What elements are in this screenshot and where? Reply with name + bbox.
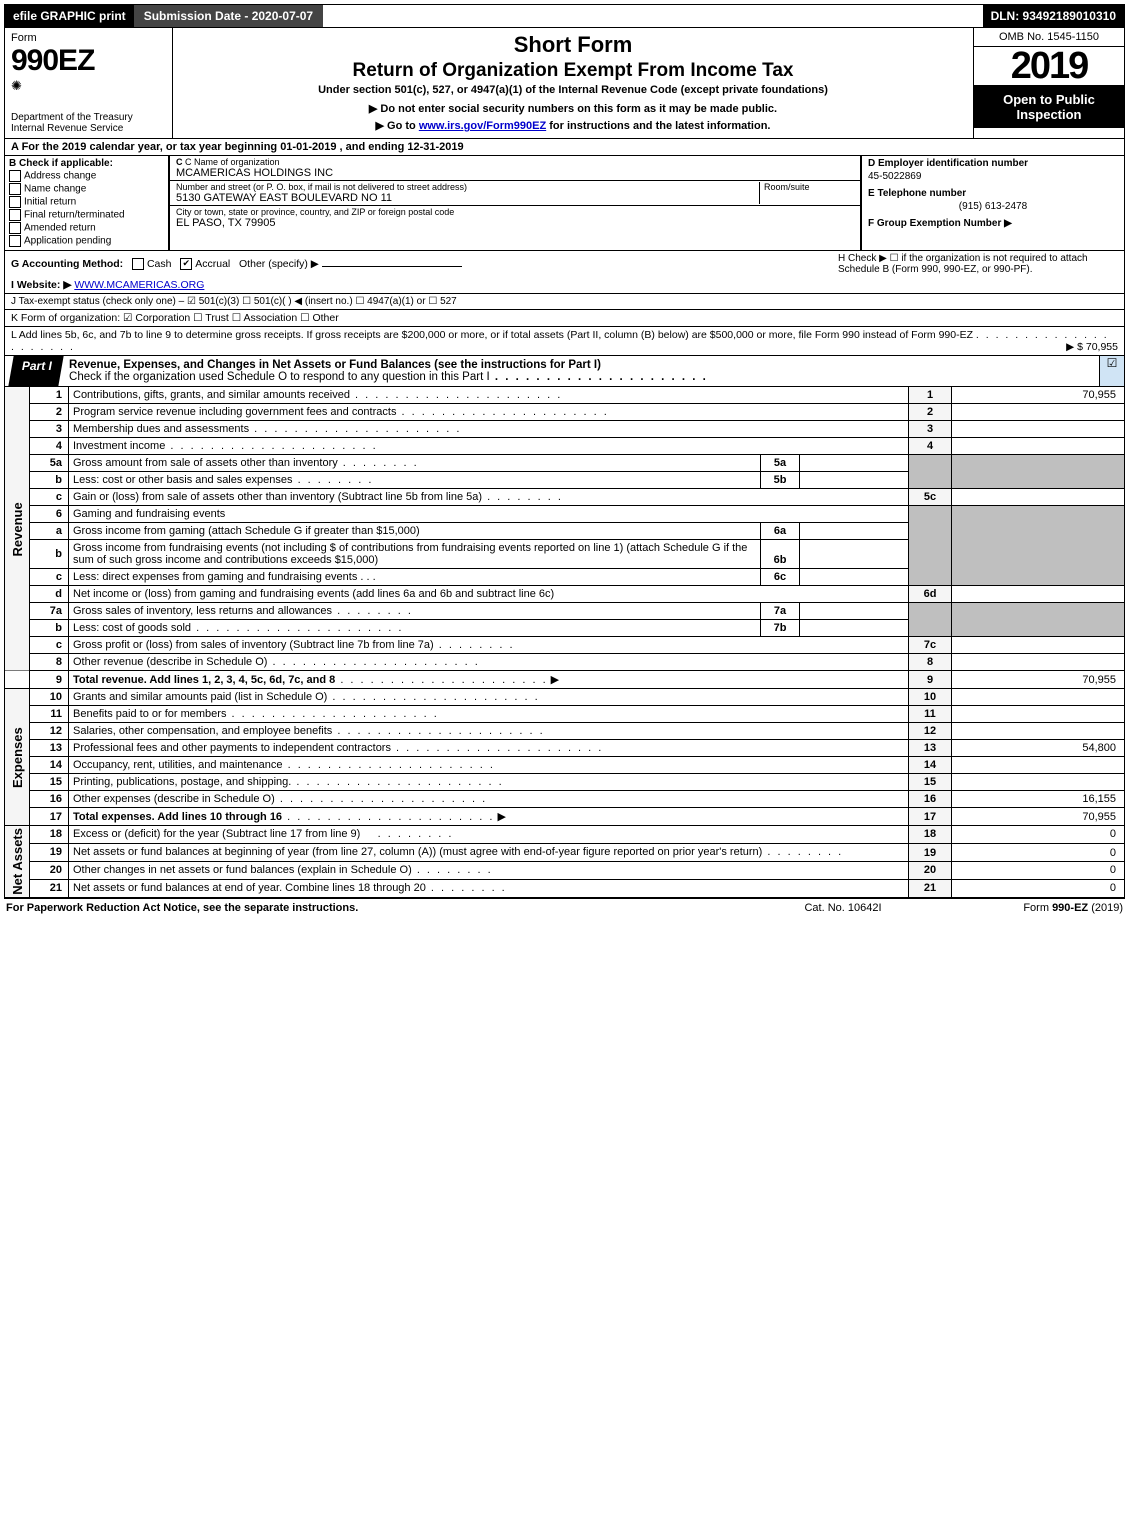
part-1-table: Revenue 1 Contributions, gifts, grants, …	[4, 387, 1125, 898]
group-exemption: F Group Exemption Number ▶	[868, 218, 1118, 229]
line-1-val: 70,955	[952, 387, 1125, 404]
dept-treasury: Department of the Treasury	[11, 112, 166, 123]
short-form-title: Short Form	[179, 32, 967, 58]
line-l-gross-receipts: L Add lines 5b, 6c, and 7b to line 9 to …	[11, 329, 1118, 353]
ein: 45-5022869	[868, 171, 1118, 182]
form-of-organization: K Form of organization: ☑ Corporation ☐ …	[11, 312, 1118, 324]
tax-year: 2019	[974, 47, 1124, 86]
form-header: Form 990EZ ✺ Department of the Treasury …	[4, 28, 1125, 139]
submission-date: Submission Date - 2020-07-07	[134, 5, 323, 27]
org-city: EL PASO, TX 79905	[176, 217, 854, 229]
line-9-total-revenue: 70,955	[952, 671, 1125, 689]
info-grid: B Check if applicable: Address change Na…	[4, 156, 1125, 251]
line-17-total-expenses: 70,955	[952, 808, 1125, 826]
accounting-method: G Accounting Method: Cash ✔Accrual Other…	[11, 258, 832, 270]
top-bar: efile GRAPHIC print Submission Date - 20…	[4, 4, 1125, 28]
website-row: I Website: ▶ WWW.MCAMERICAS.ORG	[11, 279, 1118, 291]
irs-link[interactable]: www.irs.gov/Form990EZ	[419, 120, 546, 132]
website-link[interactable]: WWW.MCAMERICAS.ORG	[74, 279, 204, 291]
open-to-public: Open to Public Inspection	[974, 86, 1124, 128]
schedule-b-check: H Check ▶ ☐ if the organization is not r…	[832, 253, 1118, 275]
revenue-side-label: Revenue	[5, 387, 30, 671]
form-number: 990EZ	[11, 44, 166, 78]
form-word: Form	[11, 32, 166, 44]
no-ssn-warning: ▶ Do not enter social security numbers o…	[179, 102, 967, 115]
net-assets-side-label: Net Assets	[5, 826, 30, 898]
phone: (915) 613-2478	[868, 201, 1118, 212]
tax-exempt-status: J Tax-exempt status (check only one) – ☑…	[11, 296, 1118, 307]
part-1-header: Part I Revenue, Expenses, and Changes in…	[4, 356, 1125, 387]
page-footer: For Paperwork Reduction Act Notice, see …	[4, 898, 1125, 914]
dln-label: DLN: 93492189010310	[983, 5, 1124, 27]
line-a-tax-year: A For the 2019 calendar year, or tax yea…	[4, 139, 1125, 156]
org-name: MCAMERICAS HOLDINGS INC	[176, 167, 854, 179]
irs-label: Internal Revenue Service	[11, 123, 166, 134]
box-b: B Check if applicable: Address change Na…	[5, 156, 170, 250]
expenses-side-label: Expenses	[5, 689, 30, 826]
line-16-val: 16,155	[952, 791, 1125, 808]
efile-print-label[interactable]: efile GRAPHIC print	[5, 5, 134, 27]
under-section: Under section 501(c), 527, or 4947(a)(1)…	[179, 84, 967, 96]
goto-instructions: ▶ Go to www.irs.gov/Form990EZ for instru…	[179, 119, 967, 132]
return-title: Return of Organization Exempt From Incom…	[179, 60, 967, 82]
line-13-val: 54,800	[952, 740, 1125, 757]
org-address: 5130 GATEWAY EAST BOULEVARD NO 11	[176, 192, 755, 204]
schedule-o-check[interactable]: ☑	[1099, 356, 1124, 386]
